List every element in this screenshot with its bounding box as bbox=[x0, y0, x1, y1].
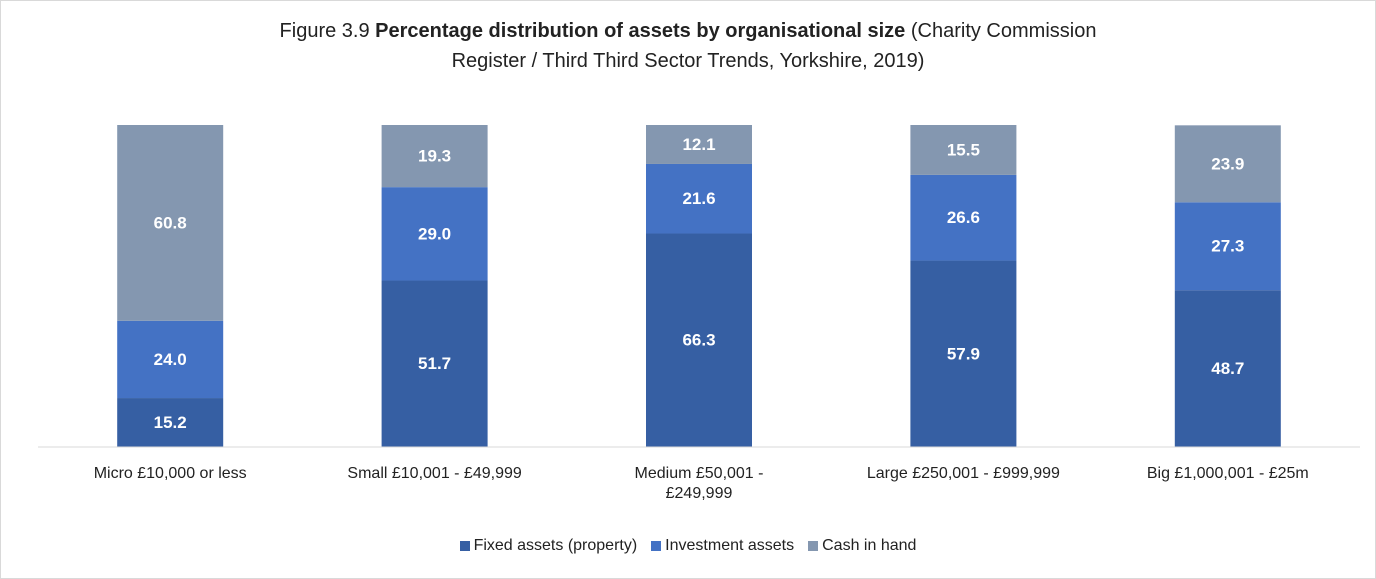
bar-segment bbox=[117, 320, 224, 399]
value-label: 15.2 bbox=[154, 413, 187, 432]
title-text: Figure 3.9 Percentage distribution of as… bbox=[248, 16, 1128, 76]
value-label: 57.9 bbox=[947, 344, 980, 363]
legend-label: Investment assets bbox=[665, 537, 795, 554]
legend-item: Fixed assets (property) bbox=[459, 537, 638, 555]
value-label: 48.7 bbox=[1211, 359, 1244, 378]
value-label: 24.0 bbox=[154, 350, 187, 369]
bar-segment bbox=[117, 398, 224, 447]
legend-swatch bbox=[651, 541, 662, 551]
chart-title: Figure 3.9 Percentage distribution of as… bbox=[0, 16, 1376, 76]
x-tick-label: Medium £50,001 - £249,999 bbox=[634, 465, 764, 502]
legend-label: Fixed assets (property) bbox=[473, 537, 638, 554]
title-main: Percentage distribution of assets by org… bbox=[375, 20, 906, 42]
value-label: 66.3 bbox=[682, 331, 715, 350]
bar-segment bbox=[1174, 290, 1281, 447]
legend: Fixed assets (property) Investment assets… bbox=[0, 537, 1376, 555]
legend-item: Cash in hand bbox=[808, 537, 916, 555]
bar-segment bbox=[381, 187, 488, 281]
value-label: 29.0 bbox=[418, 224, 451, 243]
bar-segment bbox=[117, 125, 224, 321]
x-tick-label: Small £10,001 - £49,999 bbox=[347, 465, 522, 482]
value-label: 12.1 bbox=[682, 135, 715, 154]
bar-segment bbox=[646, 163, 752, 234]
bar-segment bbox=[910, 260, 1017, 447]
bar-segment bbox=[646, 233, 752, 447]
value-label: 21.6 bbox=[682, 189, 715, 208]
bar-segment bbox=[1174, 202, 1281, 291]
bar-segment bbox=[381, 125, 488, 188]
title-prefix: Figure 3.9 bbox=[279, 20, 370, 42]
value-label: 27.3 bbox=[1211, 237, 1244, 256]
title-source: (Charity Commission Register / Third Thi… bbox=[451, 20, 1097, 72]
x-tick-label: Large £250,001 - £999,999 bbox=[866, 465, 1060, 482]
value-label: 23.9 bbox=[1211, 154, 1244, 173]
bar-segment bbox=[910, 125, 1017, 175]
legend-swatch bbox=[459, 541, 470, 551]
legend-swatch bbox=[808, 541, 819, 551]
bar-segment bbox=[910, 174, 1017, 261]
value-label: 51.7 bbox=[418, 354, 451, 373]
legend-label: Cash in hand bbox=[822, 537, 917, 554]
x-tick-label: Big £1,000,001 - £25m bbox=[1146, 465, 1309, 482]
value-label: 19.3 bbox=[418, 147, 451, 166]
value-label: 26.6 bbox=[947, 208, 980, 227]
value-label: 60.8 bbox=[154, 213, 187, 232]
value-label: 15.5 bbox=[947, 140, 980, 159]
x-tick-label: Micro £10,000 or less bbox=[93, 465, 247, 482]
bar-segment bbox=[381, 280, 488, 447]
legend-item: Investment assets bbox=[651, 537, 794, 555]
bar-segment bbox=[1174, 125, 1281, 203]
bar-segment bbox=[646, 125, 752, 164]
